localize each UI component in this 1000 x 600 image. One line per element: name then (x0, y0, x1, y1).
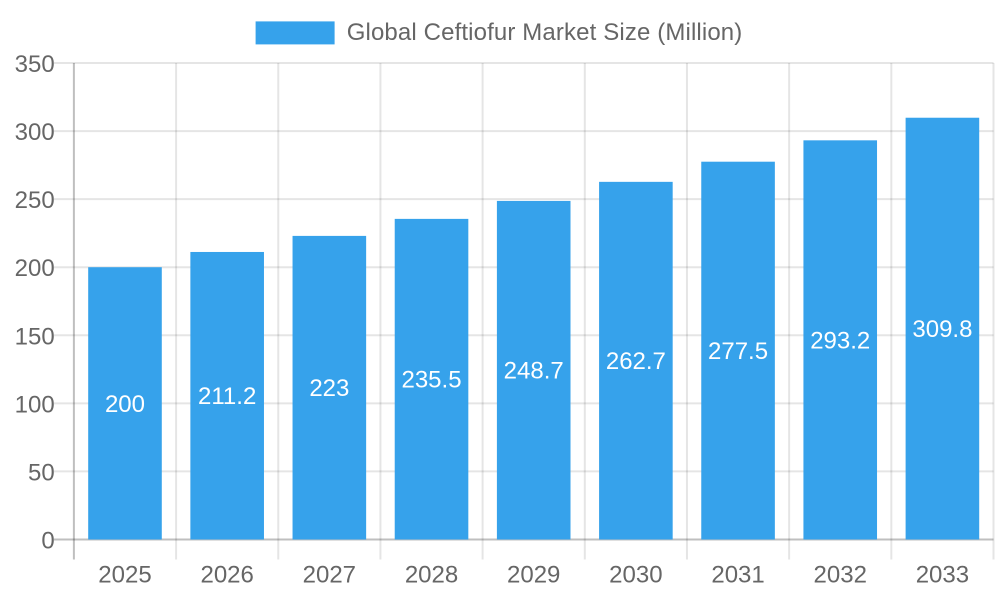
svg-text:2030: 2030 (609, 561, 662, 588)
svg-text:200: 200 (15, 255, 55, 282)
svg-text:200: 200 (105, 391, 145, 418)
svg-text:350: 350 (15, 51, 55, 78)
svg-text:2033: 2033 (916, 561, 969, 588)
svg-text:223: 223 (309, 375, 349, 402)
svg-text:309.8: 309.8 (912, 316, 972, 343)
svg-text:50: 50 (28, 459, 55, 486)
svg-text:150: 150 (15, 323, 55, 350)
svg-text:Global Ceftiofur Market Size (: Global Ceftiofur Market Size (Million) (347, 19, 743, 46)
svg-text:100: 100 (15, 391, 55, 418)
svg-text:0: 0 (41, 528, 54, 555)
svg-text:250: 250 (15, 187, 55, 214)
svg-text:235.5: 235.5 (401, 367, 461, 394)
svg-text:211.2: 211.2 (198, 383, 256, 410)
svg-text:277.5: 277.5 (708, 338, 768, 365)
svg-text:248.7: 248.7 (504, 358, 564, 385)
svg-text:2026: 2026 (200, 561, 253, 588)
svg-text:2028: 2028 (405, 561, 458, 588)
svg-text:2032: 2032 (814, 561, 867, 588)
svg-text:2031: 2031 (711, 561, 764, 588)
svg-text:2025: 2025 (98, 561, 151, 588)
svg-text:2027: 2027 (303, 561, 356, 588)
svg-text:300: 300 (15, 119, 55, 146)
svg-text:293.2: 293.2 (810, 327, 870, 354)
svg-text:262.7: 262.7 (606, 348, 666, 375)
svg-text:2029: 2029 (507, 561, 560, 588)
